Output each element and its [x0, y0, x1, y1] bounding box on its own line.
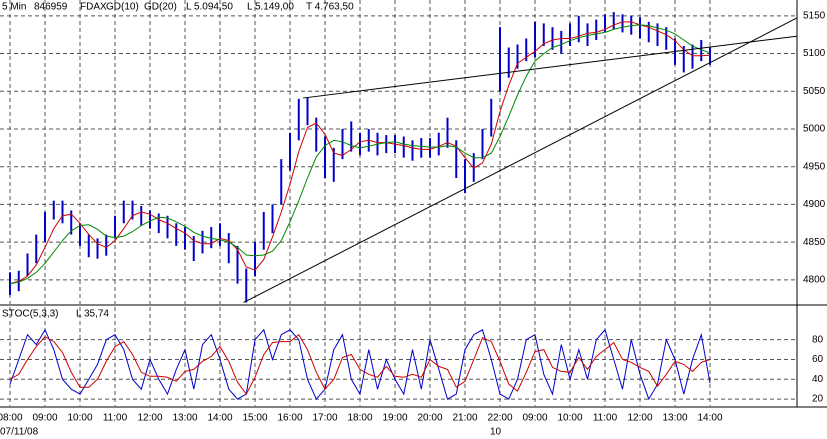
- header-label: GD(10): [106, 2, 139, 13]
- y-tick-label: 40: [812, 374, 824, 385]
- date-label: 10: [490, 427, 502, 438]
- moving-average: [9, 24, 711, 285]
- stochastic-line: [9, 333, 711, 396]
- y-tick-label: 60: [812, 354, 824, 365]
- x-tick-label: 18:00: [347, 413, 372, 424]
- header-label: GD(20): [144, 2, 177, 13]
- stochastic-line: [9, 328, 711, 401]
- header-label: T 4.763,50: [306, 2, 354, 13]
- y-tick-label: 5150: [803, 10, 826, 21]
- x-tick-label: 16:00: [277, 413, 302, 424]
- y-tick-label: 4800: [803, 275, 826, 286]
- trendline: [243, 17, 797, 303]
- x-tick-label: 13:00: [662, 413, 687, 424]
- header-label: L 5.149,00: [247, 2, 294, 13]
- y-tick-label: 4850: [803, 237, 826, 248]
- x-tick-label: 08:00: [0, 413, 23, 424]
- indicator-name: STOC(5,3,3): [2, 309, 59, 320]
- x-tick-label: 09:00: [522, 413, 547, 424]
- y-tick-label: 80: [812, 334, 824, 345]
- x-tick-label: 17:00: [312, 413, 337, 424]
- header-label: 846959: [34, 2, 68, 13]
- x-tick-label: 15:00: [242, 413, 267, 424]
- x-tick-label: 14:00: [207, 413, 232, 424]
- x-tick-label: 11:00: [103, 413, 128, 424]
- y-tick-label: 5050: [803, 86, 826, 97]
- x-tick-label: 14:00: [697, 413, 722, 424]
- x-tick-label: 19:00: [382, 413, 407, 424]
- header-label: L 5.094,50: [186, 2, 233, 13]
- x-tick-label: 10:00: [67, 413, 92, 424]
- x-tick-label: 12:00: [137, 413, 162, 424]
- x-tick-label: 10:00: [557, 413, 582, 424]
- y-tick-label: 5000: [803, 124, 826, 135]
- x-tick-label: 21:00: [452, 413, 477, 424]
- x-tick-label: 13:00: [172, 413, 197, 424]
- date-label: 07/11/08: [0, 427, 39, 438]
- x-tick-label: 22:00: [487, 413, 512, 424]
- moving-average: [9, 21, 711, 285]
- trendline: [303, 35, 797, 99]
- header-label: FDAX: [80, 2, 107, 13]
- marks: [9, 12, 797, 401]
- x-tick-label: 20:00: [417, 413, 442, 424]
- x-tick-label: 09:00: [32, 413, 57, 424]
- y-tick-label: 5100: [803, 48, 826, 59]
- y-tick-label: 4950: [803, 161, 826, 172]
- header-label: 5 Min: [2, 2, 26, 13]
- y-tick-label: 20: [812, 394, 824, 405]
- x-tick-label: 12:00: [627, 413, 652, 424]
- indicator-stat: L 35,74: [76, 309, 109, 320]
- y-tick-label: 4900: [803, 199, 826, 210]
- x-tick-label: 11:00: [593, 413, 618, 424]
